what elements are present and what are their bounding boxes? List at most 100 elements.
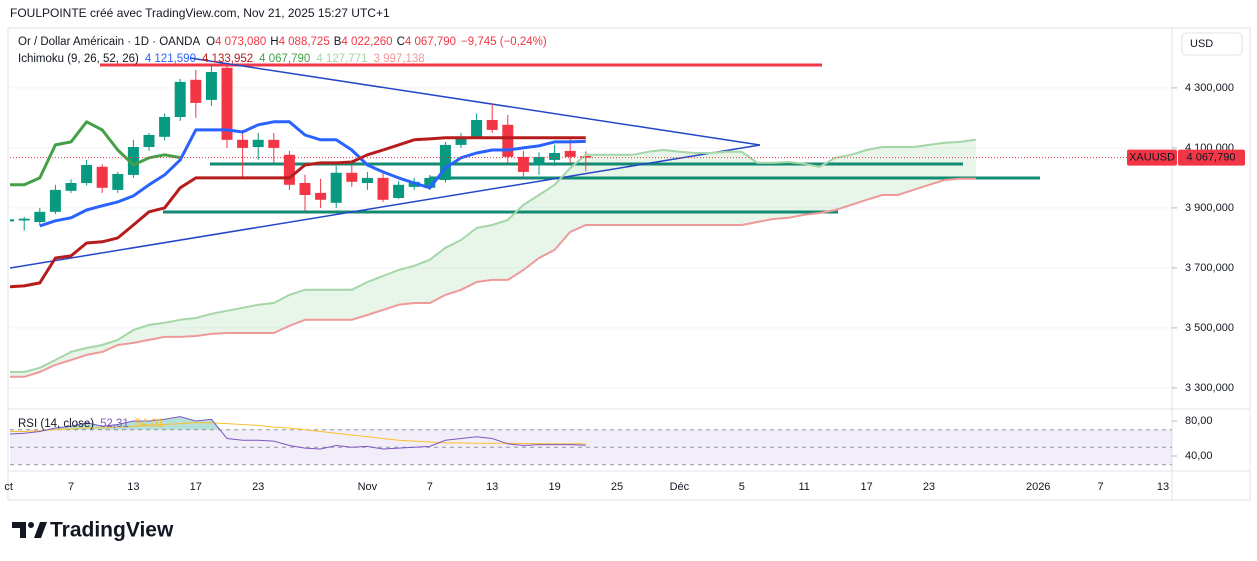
ichimoku-legend: Ichimoku (9, 26, 52, 26) 4 121,590 4 133,9… — [18, 53, 425, 65]
ohlc-key: B — [334, 36, 342, 48]
candle-body — [112, 174, 124, 190]
candle-body — [486, 120, 498, 130]
legend-value: 4 121,590 — [145, 53, 196, 65]
indicator-name: Ichimoku (9, 26, 52, 26) — [18, 53, 139, 65]
x-tick-label: 17 — [860, 481, 872, 493]
y-tick-label: 40,00 — [1185, 450, 1213, 462]
symbol-tag: XAUUSD — [1129, 151, 1175, 163]
candle-body — [268, 139, 280, 148]
x-tick-label: 2026 — [1026, 481, 1050, 493]
candle-body — [377, 177, 389, 200]
candle-body — [49, 189, 61, 212]
x-tick-label: 13 — [486, 481, 498, 493]
candle-body — [65, 183, 77, 191]
candle-body — [346, 172, 358, 182]
legend-value: 52,31 — [100, 418, 129, 430]
currency-button[interactable] — [1181, 32, 1243, 56]
indicator-line — [10, 177, 976, 378]
legend-value: 54,01 — [135, 418, 164, 430]
indicator-line — [10, 120, 181, 187]
candle-body — [34, 211, 46, 222]
legend-value: 4 067,790 — [259, 53, 310, 65]
ohlc-value: 4 088,725 — [279, 36, 330, 48]
x-tick-label: 25 — [611, 481, 623, 493]
ohlc-value: 4 022,260 — [341, 36, 392, 48]
x-tick-label: 23 — [252, 481, 264, 493]
x-tick-label: 19 — [548, 481, 560, 493]
candle-body — [315, 192, 327, 200]
triangle-line — [189, 57, 761, 146]
ohlc-key: H — [270, 36, 278, 48]
candle-body — [330, 172, 342, 203]
y-tick-label: 3 900,000 — [1185, 202, 1234, 214]
indicator-name: RSI (14, close) — [18, 418, 94, 430]
candle-body — [159, 117, 171, 137]
candle-body — [471, 120, 483, 137]
candle-body — [533, 156, 545, 165]
candle-body — [393, 184, 405, 198]
candle-body — [361, 177, 373, 183]
logo-mark — [34, 522, 47, 538]
y-tick-label: 4 300,000 — [1185, 82, 1234, 94]
candle-body — [205, 72, 217, 100]
candle-body — [502, 124, 514, 157]
x-tick-label: 7 — [427, 481, 433, 493]
price-tag: 4 067,790 — [1187, 151, 1236, 163]
frame — [7, 27, 1251, 501]
candles — [10, 63, 592, 231]
candle-body — [424, 177, 436, 188]
y-tick-label: 3 500,000 — [1185, 322, 1234, 334]
change: −9,745 (−0,24%) — [461, 36, 547, 48]
y-tick-label: 3 700,000 — [1185, 262, 1234, 274]
candle-body — [221, 67, 233, 140]
logo: TradingView — [12, 519, 174, 542]
candle-body — [439, 144, 451, 180]
candle-body — [18, 218, 30, 221]
candle-body — [190, 79, 202, 103]
candle-body — [174, 81, 186, 117]
overbought-fill — [10, 416, 586, 430]
rsi-legend: RSI (14, close) 52,31 54,01 — [18, 418, 164, 430]
cloud-area — [10, 139, 976, 377]
x-tick-label: 11 — [798, 481, 809, 493]
x-tick-label: 17 — [190, 481, 202, 493]
x-tick-label: 13 — [1157, 481, 1169, 493]
candle-body — [143, 135, 155, 147]
candle-body — [299, 183, 311, 195]
ohlc-key: C — [397, 36, 405, 48]
candle-body — [549, 153, 561, 160]
y-tick-label: 80,00 — [1185, 415, 1213, 427]
x-tick-label: Nov — [358, 481, 378, 493]
legend-value: 4 133,952 — [202, 53, 253, 65]
x-tick-label: 7 — [68, 481, 74, 493]
y-tick-label: 3 300,000 — [1185, 382, 1234, 394]
symbol-tag-box — [1127, 149, 1177, 166]
indicator-line — [10, 136, 586, 289]
candle-body — [252, 139, 264, 147]
legend-value: 3 997,138 — [374, 53, 425, 65]
candle-body — [10, 219, 15, 222]
logo-mark — [28, 522, 34, 528]
currency[interactable]: USD — [1190, 38, 1213, 50]
main-legend: Or / Dollar Américain · 1D · OANDA O4 073… — [18, 36, 547, 48]
candle-body — [237, 139, 249, 148]
drawings — [10, 57, 1040, 269]
legend-value: 4 127,771 — [316, 53, 367, 65]
candle-body — [283, 154, 295, 185]
rsi-line — [10, 416, 586, 450]
grid — [10, 87, 1172, 389]
x-tick-label: 13 — [127, 481, 139, 493]
candle-body — [81, 165, 93, 183]
x-tick-label: 7 — [1098, 481, 1104, 493]
logo-text: TradingView — [50, 519, 174, 542]
indicator-lines — [10, 120, 1172, 378]
candle-body — [96, 166, 108, 188]
candle-body — [127, 147, 139, 175]
rsi-line — [10, 422, 586, 445]
logo-mark — [12, 522, 26, 538]
indicator-line — [10, 138, 976, 373]
x-tick-label: 5 — [739, 481, 745, 493]
